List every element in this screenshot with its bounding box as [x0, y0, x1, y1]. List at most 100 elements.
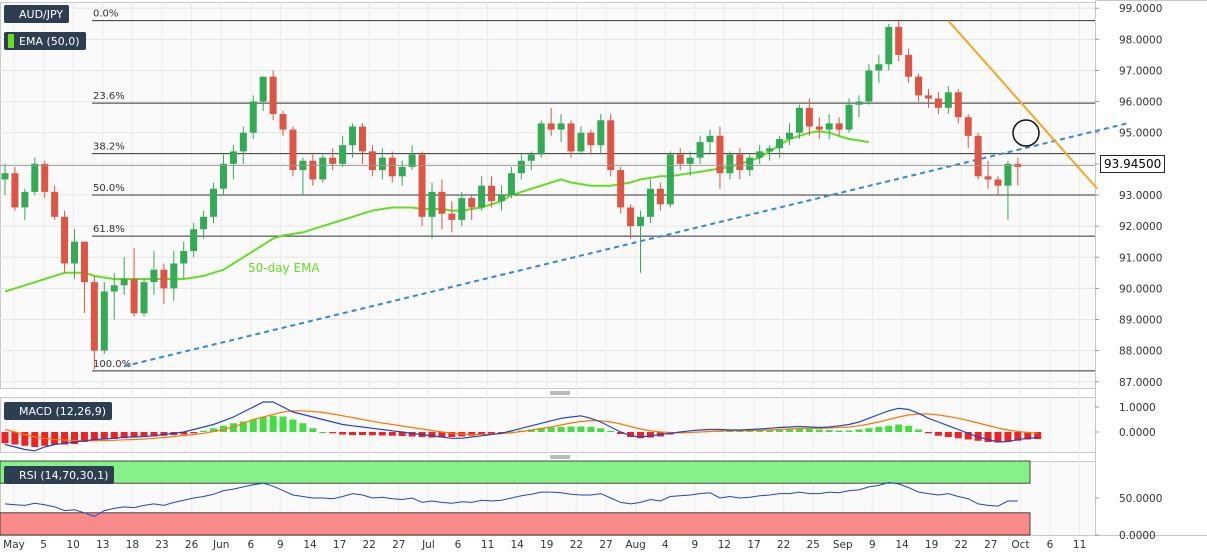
macd-histogram-bar: [944, 432, 952, 437]
macd-histogram-bar: [319, 432, 327, 433]
candle-body: [110, 285, 118, 292]
current-price-value: 93.94500: [1104, 157, 1162, 171]
macd-histogram-bar: [279, 416, 287, 432]
candle-body: [845, 104, 853, 130]
x-tick-label: 27: [599, 539, 612, 551]
candle-body: [924, 95, 932, 99]
macd-histogram-bar: [358, 432, 366, 435]
candle-body: [100, 291, 108, 351]
ema-label: EMA (50,0): [19, 34, 80, 48]
macd-panel-frame: [0, 397, 1096, 453]
candle-body: [41, 163, 49, 192]
ema-color-swatch: [8, 34, 14, 48]
candle-body: [627, 207, 635, 227]
candle-body: [289, 129, 297, 171]
candle-body: [368, 151, 376, 171]
macd-histogram-bar: [368, 432, 376, 436]
rsi-line: [4, 481, 1018, 518]
x-tick-label: 19: [925, 539, 938, 551]
candle-body: [190, 229, 198, 252]
x-tick-label: 9: [277, 539, 284, 551]
candle-body: [567, 123, 575, 152]
candle-body: [210, 188, 218, 217]
x-tick-label: 11: [1073, 539, 1086, 551]
candle-body: [934, 98, 942, 108]
macd-histogram-bar: [776, 430, 784, 432]
macd-histogram-bar: [31, 432, 39, 447]
macd-histogram-bar: [130, 432, 138, 438]
macd-histogram-bar: [875, 427, 883, 432]
candle-body: [527, 154, 535, 161]
candle-body: [766, 148, 774, 152]
price-tick-label: 97.0000: [1119, 65, 1162, 77]
symbol-label: AUD/JPY: [19, 7, 64, 21]
candle-body: [498, 195, 505, 202]
candle-body: [676, 154, 684, 164]
candle-body: [984, 176, 992, 180]
candle-body: [905, 54, 913, 77]
candle-body: [776, 138, 784, 149]
macd-badge[interactable]: MACD (12,26,9): [4, 402, 113, 420]
candle-body: [686, 157, 694, 164]
macd-histogram-bar: [11, 432, 19, 445]
candle-body: [547, 123, 555, 130]
macd-label: MACD (12,26,9): [19, 404, 107, 418]
macd-histogram-bar: [398, 432, 406, 436]
macd-histogram-bar: [160, 432, 168, 436]
candle-body: [458, 198, 466, 220]
macd-histogram-bar: [815, 429, 823, 432]
macd-histogram-bar: [249, 419, 257, 432]
candle-body: [507, 173, 515, 195]
macd-histogram-bar: [934, 432, 942, 436]
macd-histogram-bar: [190, 432, 198, 434]
macd-histogram-bar: [895, 424, 903, 432]
candle-body: [696, 142, 704, 158]
x-tick-label: 4: [662, 539, 669, 551]
rsi-oversold-zone: [0, 512, 1031, 536]
x-tick-label: Jul: [421, 539, 435, 551]
candle-body: [478, 185, 486, 208]
candle-body: [815, 126, 823, 130]
x-tick-label: 22: [570, 539, 583, 551]
candle-body: [637, 216, 645, 227]
macd-histogram-bar: [180, 432, 188, 435]
candle-body: [408, 154, 416, 167]
x-tick-label: 27: [984, 539, 997, 551]
macd-histogram-bar: [1034, 432, 1042, 439]
macd-histogram-bar: [736, 431, 744, 432]
macd-histogram-bar: [1, 432, 9, 444]
candle-body: [825, 123, 833, 130]
symbol-badge[interactable]: AUD/JPY: [4, 5, 70, 23]
x-tick-label: 13: [96, 539, 109, 551]
fib-label: 61.8%: [93, 224, 125, 235]
candle-body: [1004, 163, 1012, 186]
rsi-badge[interactable]: RSI (14,70,30,1): [4, 466, 115, 484]
macd-histogram-bar: [468, 432, 476, 436]
candle-body: [587, 132, 595, 146]
candle-body: [488, 185, 496, 202]
macd-histogram-bar: [587, 427, 595, 432]
ema-badge[interactable]: EMA (50,0): [4, 32, 86, 50]
macd-histogram-bar: [478, 432, 486, 435]
candle-body: [656, 188, 664, 205]
macd-histogram-bar: [269, 415, 277, 432]
macd-histogram-bar: [239, 421, 247, 432]
macd-histogram-bar: [855, 429, 863, 432]
candle-body: [259, 76, 267, 102]
x-tick-label: 17: [333, 539, 346, 551]
macd-histogram-bar: [428, 432, 436, 438]
candle-body: [11, 173, 19, 208]
x-tick-label: 18: [126, 539, 139, 551]
macd-histogram-bar: [825, 430, 833, 432]
candle-body: [954, 92, 962, 118]
candle-body: [577, 132, 585, 152]
macd-histogram-bar: [329, 432, 337, 434]
macd-histogram-bar: [924, 432, 932, 434]
candle-body: [388, 157, 396, 177]
macd-histogram-bar: [845, 430, 853, 432]
x-tick-label: 14: [303, 539, 317, 551]
fib-label: 0.0%: [93, 9, 118, 20]
support-trendline: [123, 122, 1128, 368]
x-tick-label: 6: [247, 539, 254, 551]
